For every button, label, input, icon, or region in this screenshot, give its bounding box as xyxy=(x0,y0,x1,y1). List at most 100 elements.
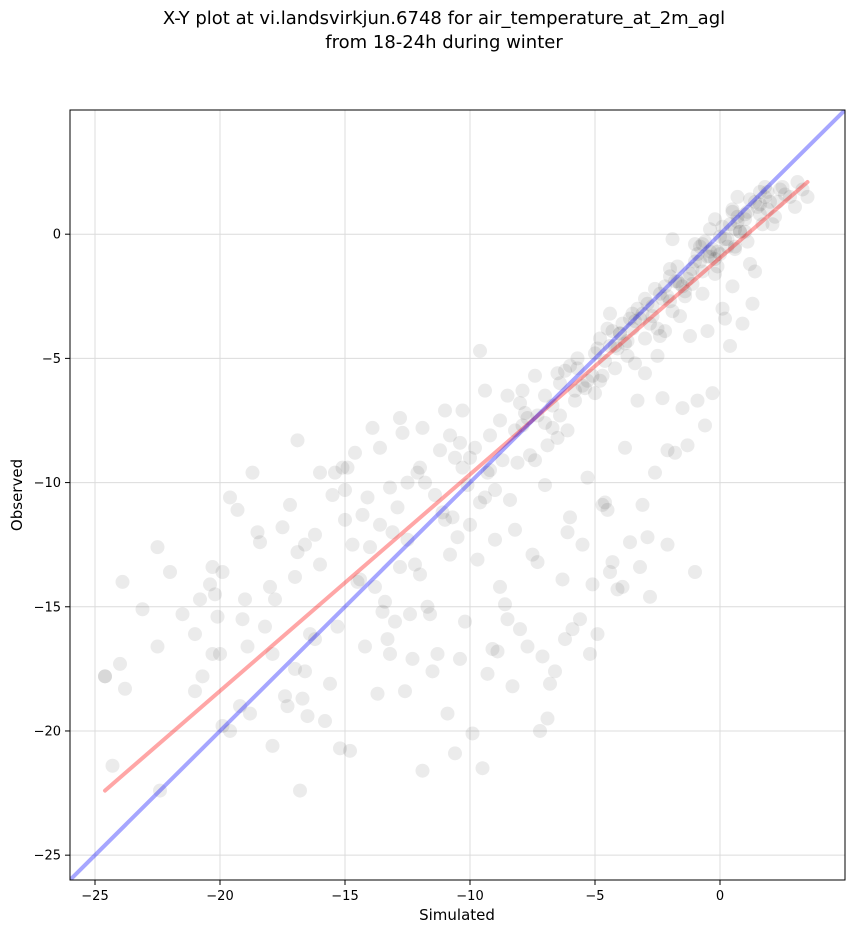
scatter-point xyxy=(608,361,622,376)
scatter-point xyxy=(400,532,415,547)
scatter-point xyxy=(590,341,605,356)
x-tick-label: 0 xyxy=(716,889,724,904)
scatter-point xyxy=(430,646,445,661)
x-tick-label: −10 xyxy=(456,889,483,904)
scatter-point xyxy=(578,381,592,396)
scatter-point xyxy=(358,639,372,654)
scatter-point xyxy=(528,453,542,468)
scatter-point xyxy=(405,651,420,666)
scatter-point xyxy=(688,254,702,269)
scatter-point xyxy=(510,455,525,470)
scatter-point xyxy=(375,604,390,619)
scatter-point xyxy=(335,460,350,475)
scatter-point xyxy=(695,286,710,301)
x-axis-ticks: −25 −20 −15 −10 −5 0 xyxy=(81,880,724,904)
scatter-point xyxy=(503,492,517,507)
scatter-point xyxy=(323,676,337,691)
scatter-point xyxy=(153,783,167,798)
scatter-point xyxy=(553,408,567,423)
scatter-point xyxy=(538,415,552,430)
scatter-point xyxy=(703,222,717,237)
scatter-point xyxy=(500,612,515,627)
scatter-point xyxy=(500,388,515,403)
scatter-point xyxy=(400,475,415,490)
scatter-point xyxy=(708,266,722,281)
scatter-point xyxy=(463,517,477,532)
scatter-point xyxy=(330,619,345,634)
scatter-point xyxy=(308,527,322,542)
scatter-point xyxy=(650,321,665,336)
scatter-point xyxy=(475,761,490,776)
scatter-point xyxy=(528,368,542,383)
scatter-point xyxy=(565,622,580,637)
scatter-point xyxy=(425,664,440,679)
scatter-point xyxy=(730,209,745,224)
scatter-point xyxy=(563,358,577,373)
scatter-point xyxy=(215,565,230,579)
scatter-point xyxy=(470,552,485,567)
scatter-point xyxy=(265,738,280,753)
scatter-point xyxy=(465,726,480,741)
scatter-point xyxy=(715,219,730,234)
scatter-point xyxy=(508,522,522,537)
scatter-point xyxy=(513,622,527,637)
y-tick-label: −15 xyxy=(34,600,61,615)
scatter-points xyxy=(98,175,815,798)
scatter-point xyxy=(203,577,217,592)
scatter-point xyxy=(360,490,375,505)
scatter-point xyxy=(748,264,762,279)
scatter-point xyxy=(488,532,502,547)
scatter-point xyxy=(298,664,312,679)
scatter-point xyxy=(628,356,642,371)
scatter-point xyxy=(403,607,417,622)
scatter-point xyxy=(725,279,740,294)
scatter-point xyxy=(290,545,305,560)
scatter-point xyxy=(490,644,505,659)
chart-title-line-1: X-Y plot at vi.landsvirkjun.6748 for air… xyxy=(163,8,725,29)
scatter-point xyxy=(558,363,572,378)
scatter-point xyxy=(350,574,365,589)
y-axis-ticks: −25 −20 −15 −10 −5 0 xyxy=(34,228,70,864)
y-axis-label: Observed xyxy=(8,459,26,531)
scatter-point xyxy=(293,783,307,798)
scatter-point xyxy=(558,632,572,647)
scatter-point xyxy=(580,373,595,388)
scatter-point xyxy=(188,684,202,699)
scatter-point xyxy=(640,530,655,545)
scatter-point xyxy=(250,525,265,540)
scatter-point xyxy=(380,632,395,647)
scatter-point xyxy=(478,383,492,398)
scatter-point xyxy=(660,289,675,304)
scatter-point xyxy=(608,338,622,353)
scatter-point xyxy=(753,184,767,199)
scatter-point xyxy=(98,669,112,684)
scatter-point xyxy=(635,306,650,321)
x-tick-label: −5 xyxy=(585,889,604,904)
scatter-point xyxy=(658,279,672,294)
scatter-point xyxy=(698,418,712,433)
scatter-point xyxy=(373,517,387,532)
scatter-point xyxy=(520,639,535,654)
scatter-point xyxy=(790,175,805,190)
scatter-point xyxy=(658,324,672,339)
scatter-point xyxy=(740,204,755,219)
scatter-point xyxy=(328,465,342,480)
scatter-point xyxy=(710,244,725,259)
scatter-point xyxy=(585,368,600,383)
scatter-point xyxy=(575,378,590,393)
scatter-point xyxy=(588,346,602,361)
scatter-point xyxy=(703,244,717,259)
scatter-point xyxy=(668,445,682,460)
scatter-point xyxy=(423,607,437,622)
scatter-point xyxy=(288,569,302,584)
scatter-point xyxy=(705,386,720,401)
scatter-point xyxy=(618,440,632,455)
scatter-point xyxy=(493,579,507,594)
scatter-point xyxy=(603,306,617,321)
scatter-point xyxy=(483,463,497,478)
y-tick-label: −20 xyxy=(34,724,61,739)
scatter-point xyxy=(685,261,700,276)
regression-fit-line xyxy=(103,180,810,793)
scatter-point xyxy=(573,612,587,627)
scatter-point xyxy=(718,232,732,247)
